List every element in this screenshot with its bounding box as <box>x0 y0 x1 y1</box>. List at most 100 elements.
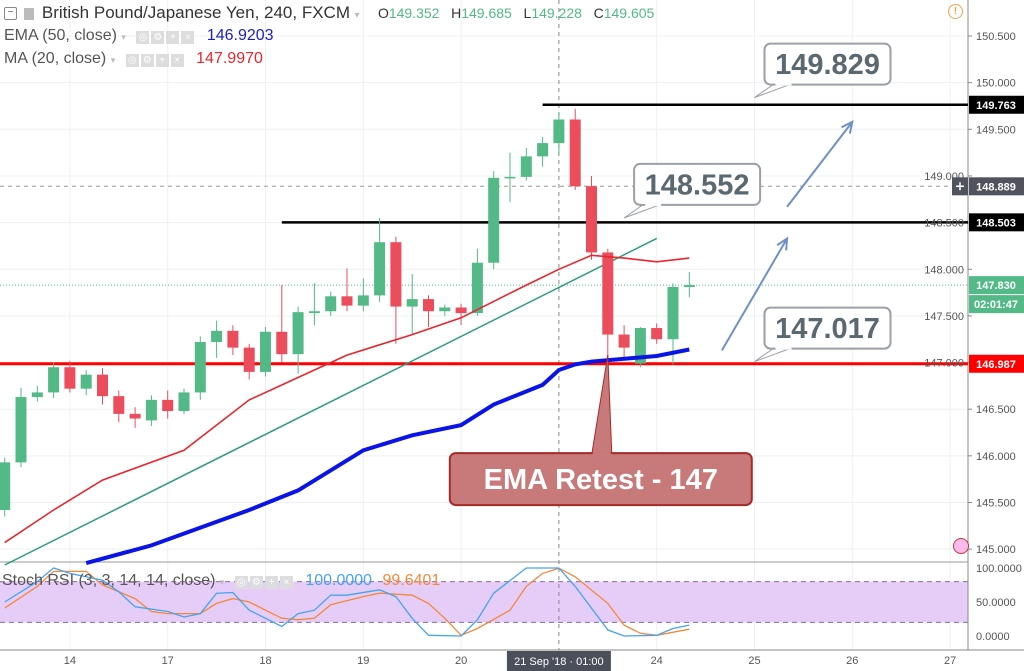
exclamation-circle-icon[interactable]: ! <box>948 4 963 19</box>
flag-globe-icon[interactable] <box>953 538 969 554</box>
candle-body <box>390 242 402 307</box>
candle <box>292 306 304 374</box>
candle <box>80 370 92 396</box>
candle <box>211 320 223 358</box>
callout-pointer <box>754 347 793 363</box>
time-tick-label: 19 <box>357 655 369 667</box>
price-badge <box>969 276 1024 295</box>
price-badge-text: 148.503 <box>976 217 1016 229</box>
candle-body <box>64 367 76 389</box>
candle-body <box>113 396 125 414</box>
candle-body <box>162 399 174 412</box>
candle-body <box>292 312 304 355</box>
ma20-line <box>4 254 690 544</box>
ema-buttons[interactable]: ◎ ⚙ + × <box>136 27 196 45</box>
candle-body <box>31 392 43 398</box>
ma-buttons[interactable]: ◎ ⚙ + × <box>125 50 186 68</box>
candle-body <box>423 299 434 312</box>
collapse-icon[interactable]: − <box>4 7 17 21</box>
symbol-legend: − British Pound/Japanese Yen, 240, FXCM … <box>4 3 654 23</box>
candle <box>569 108 581 190</box>
candle-body <box>520 156 532 177</box>
gear-icon[interactable]: ⚙ <box>151 31 165 44</box>
candle-body <box>602 252 614 335</box>
candle <box>325 291 337 316</box>
callout-text: EMA Retest - 147 <box>484 464 718 496</box>
symbol-title[interactable]: British Pound/Japanese Yen, 240, FXCM <box>41 3 350 22</box>
candle-body <box>439 307 451 312</box>
arrow-head <box>776 236 789 251</box>
candle <box>276 285 288 363</box>
gear-icon[interactable]: ⚙ <box>249 576 263 589</box>
ema-value: 146.9203 <box>206 27 274 45</box>
candle-body <box>80 374 92 389</box>
price-tick-label: 147.500 <box>924 311 964 323</box>
candle <box>423 295 434 328</box>
candle-body <box>618 334 630 348</box>
candle-body <box>145 399 157 421</box>
candle-body <box>243 347 255 372</box>
plus-icon[interactable]: + <box>264 576 278 589</box>
candle-body <box>667 286 679 340</box>
price-tick-label: 146.500 <box>976 404 1016 416</box>
candle-body <box>586 186 597 253</box>
price-tick-label: 148.500 <box>924 218 964 230</box>
candle <box>97 368 108 405</box>
candle-body <box>634 328 646 364</box>
stoch-k-line <box>4 567 690 637</box>
eye-icon[interactable]: ◎ <box>136 31 150 44</box>
plus-icon[interactable]: + <box>166 31 180 44</box>
price-badge <box>969 95 1024 114</box>
stoch-tick-label: 50.0000 <box>976 597 1016 609</box>
candle-body <box>406 299 418 307</box>
candle <box>634 327 646 368</box>
candle <box>586 175 597 260</box>
stoch-label: Stoch RSI (3, 3, 14, 14, close) <box>2 572 216 590</box>
flag-icon <box>24 7 35 20</box>
callout-pointer <box>591 355 613 455</box>
stoch-legend[interactable]: Stoch RSI (3, 3, 14, 14, close) ▾ ◎ ⚙ + × 1… <box>2 572 441 590</box>
price-badge-text: 146.987 <box>976 359 1016 371</box>
ma-legend[interactable]: MA (20, close) ▾ ◎ ⚙ + × 147.9970 <box>4 50 263 68</box>
close-value: 149.605 <box>603 5 655 21</box>
stoch-d-line <box>4 567 690 637</box>
stoch-buttons[interactable]: ◎ ⚙ + × <box>234 572 295 590</box>
callout-join <box>592 452 611 457</box>
close-icon[interactable]: × <box>170 54 184 67</box>
ema-legend[interactable]: EMA (50, close) ▾ ◎ ⚙ + × 146.9203 <box>4 27 274 45</box>
close-label: C <box>593 5 604 21</box>
price-badge-text: 147.830 <box>976 280 1016 292</box>
stoch-k-value: 100.0000 <box>305 572 373 590</box>
candle-body <box>537 143 549 157</box>
high-value: 149.685 <box>461 5 512 21</box>
eye-icon[interactable]: ◎ <box>234 576 248 589</box>
candle <box>31 385 43 402</box>
price-callout: 148.552 <box>623 162 762 219</box>
close-icon[interactable]: × <box>181 31 195 44</box>
candle-body <box>488 177 500 263</box>
close-icon[interactable]: × <box>279 576 293 589</box>
candle <box>488 171 500 270</box>
candle-body <box>553 119 565 144</box>
candle <box>308 283 320 326</box>
chevron-down-icon[interactable]: ▾ <box>354 10 360 21</box>
candle-body <box>357 295 369 306</box>
callout-box <box>633 162 762 206</box>
ema50-line <box>85 347 690 566</box>
price-tick-label: 148.000 <box>924 264 964 276</box>
trend-line <box>4 237 658 566</box>
callout-join <box>775 81 792 86</box>
candle <box>162 390 174 419</box>
price-callout: 149.829 <box>754 42 892 99</box>
candle <box>145 395 157 426</box>
plus-icon[interactable]: + <box>155 54 169 67</box>
candle <box>651 323 663 344</box>
candle <box>537 136 549 167</box>
candle-body <box>227 330 239 348</box>
arrow-shaft <box>786 121 854 208</box>
price-badge-text: 149.763 <box>976 100 1016 112</box>
eye-icon[interactable]: ◎ <box>125 54 139 67</box>
gear-icon[interactable]: ⚙ <box>140 54 154 67</box>
candle-body <box>129 413 141 419</box>
